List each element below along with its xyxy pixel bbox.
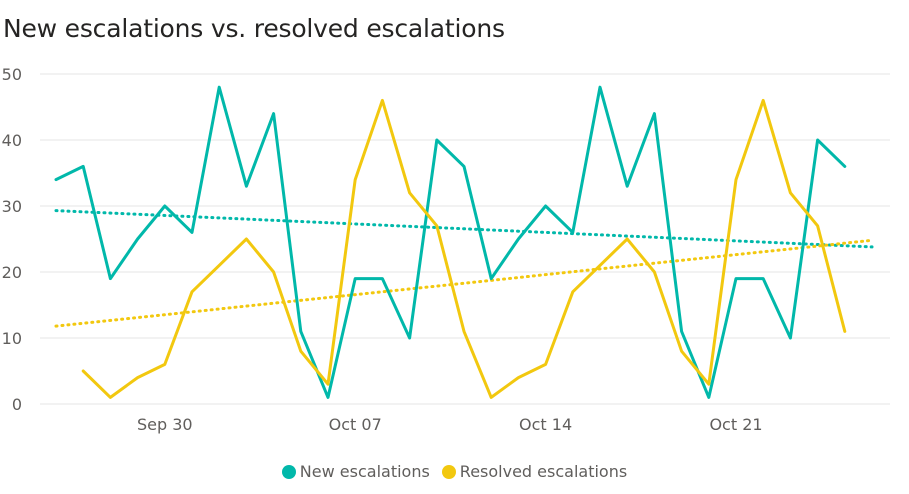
y-tick-label: 50 xyxy=(2,65,22,84)
x-tick-label: Oct 21 xyxy=(709,415,762,434)
legend-item-new-escalations[interactable]: New escalations xyxy=(281,462,430,481)
chart-title: New escalations vs. resolved escalations xyxy=(3,14,505,43)
y-tick-label: 30 xyxy=(2,197,22,216)
legend: New escalations Resolved escalations xyxy=(0,462,909,481)
trend-line-0 xyxy=(54,209,874,249)
trend-line-1 xyxy=(54,238,874,328)
legend-item-resolved-escalations[interactable]: Resolved escalations xyxy=(441,462,628,481)
y-axis: 0 10 20 30 40 50 xyxy=(2,65,22,414)
y-tick-label: 20 xyxy=(2,263,22,282)
y-tick-label: 10 xyxy=(2,329,22,348)
series-lines xyxy=(54,85,847,399)
legend-label-resolved-escalations: Resolved escalations xyxy=(459,462,628,481)
x-tick-label: Oct 07 xyxy=(329,415,382,434)
series-line-1[interactable] xyxy=(81,98,847,399)
series-line-0[interactable] xyxy=(54,85,847,399)
x-tick-label: Sep 30 xyxy=(137,415,193,434)
x-axis: Sep 30 Oct 07 Oct 14 Oct 21 xyxy=(137,415,763,434)
trend-lines xyxy=(54,209,874,328)
y-tick-label: 0 xyxy=(12,395,22,414)
gridlines xyxy=(40,73,890,405)
legend-swatch-resolved-escalations xyxy=(441,464,456,479)
legend-label-new-escalations: New escalations xyxy=(299,462,430,481)
legend-swatch-new-escalations xyxy=(281,464,296,479)
x-tick-label: Oct 14 xyxy=(519,415,572,434)
y-tick-label: 40 xyxy=(2,131,22,150)
